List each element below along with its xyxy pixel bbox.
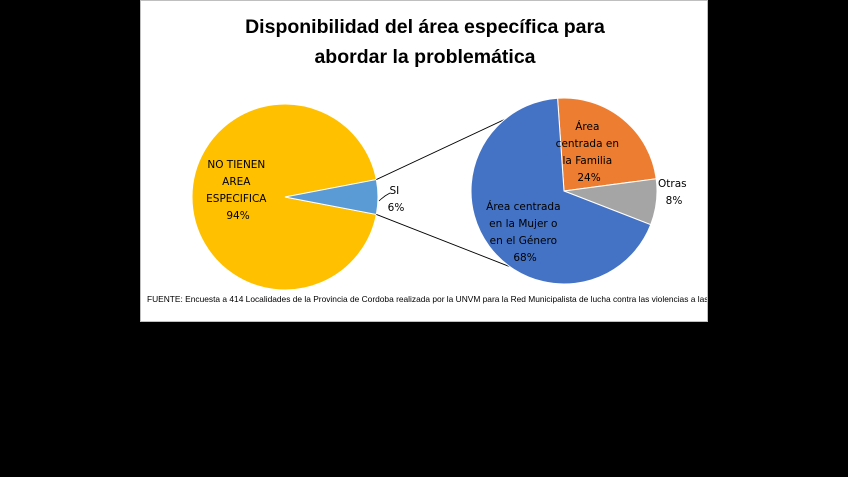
label-mujer-genero: Área centrada en la Mujer o en el Género…	[486, 200, 564, 264]
chart-panel: Disponibilidad del área específica para …	[140, 0, 708, 322]
label-si: SI 6%	[388, 185, 405, 214]
pie-slice-no-tienen-area-especifica	[191, 103, 377, 291]
pie-slice-area-centrada-en-la-familia	[557, 97, 657, 192]
sub-pie	[470, 97, 658, 285]
label-no-tienen: NO TIENEN AREA ESPECIFICA 94%	[206, 159, 270, 222]
pie-slice-area-centrada-en-la-mujer-o-en-el-genero	[470, 97, 652, 285]
chart-svg: Disponibilidad del área específica para …	[147, 16, 707, 304]
leader-line-si	[378, 192, 391, 202]
label-otras: Otras 8%	[658, 178, 690, 207]
pie-slice-si	[284, 178, 379, 216]
chart-title-line-2: abordar la problemática	[314, 46, 535, 68]
label-familia: Área centrada en la Familia 24%	[556, 120, 623, 184]
source-note: FUENTE: Encuesta a 414 Localidades de la…	[147, 294, 707, 304]
chart-title-line-1: Disponibilidad del área específica para	[245, 16, 605, 38]
main-pie	[191, 103, 379, 291]
